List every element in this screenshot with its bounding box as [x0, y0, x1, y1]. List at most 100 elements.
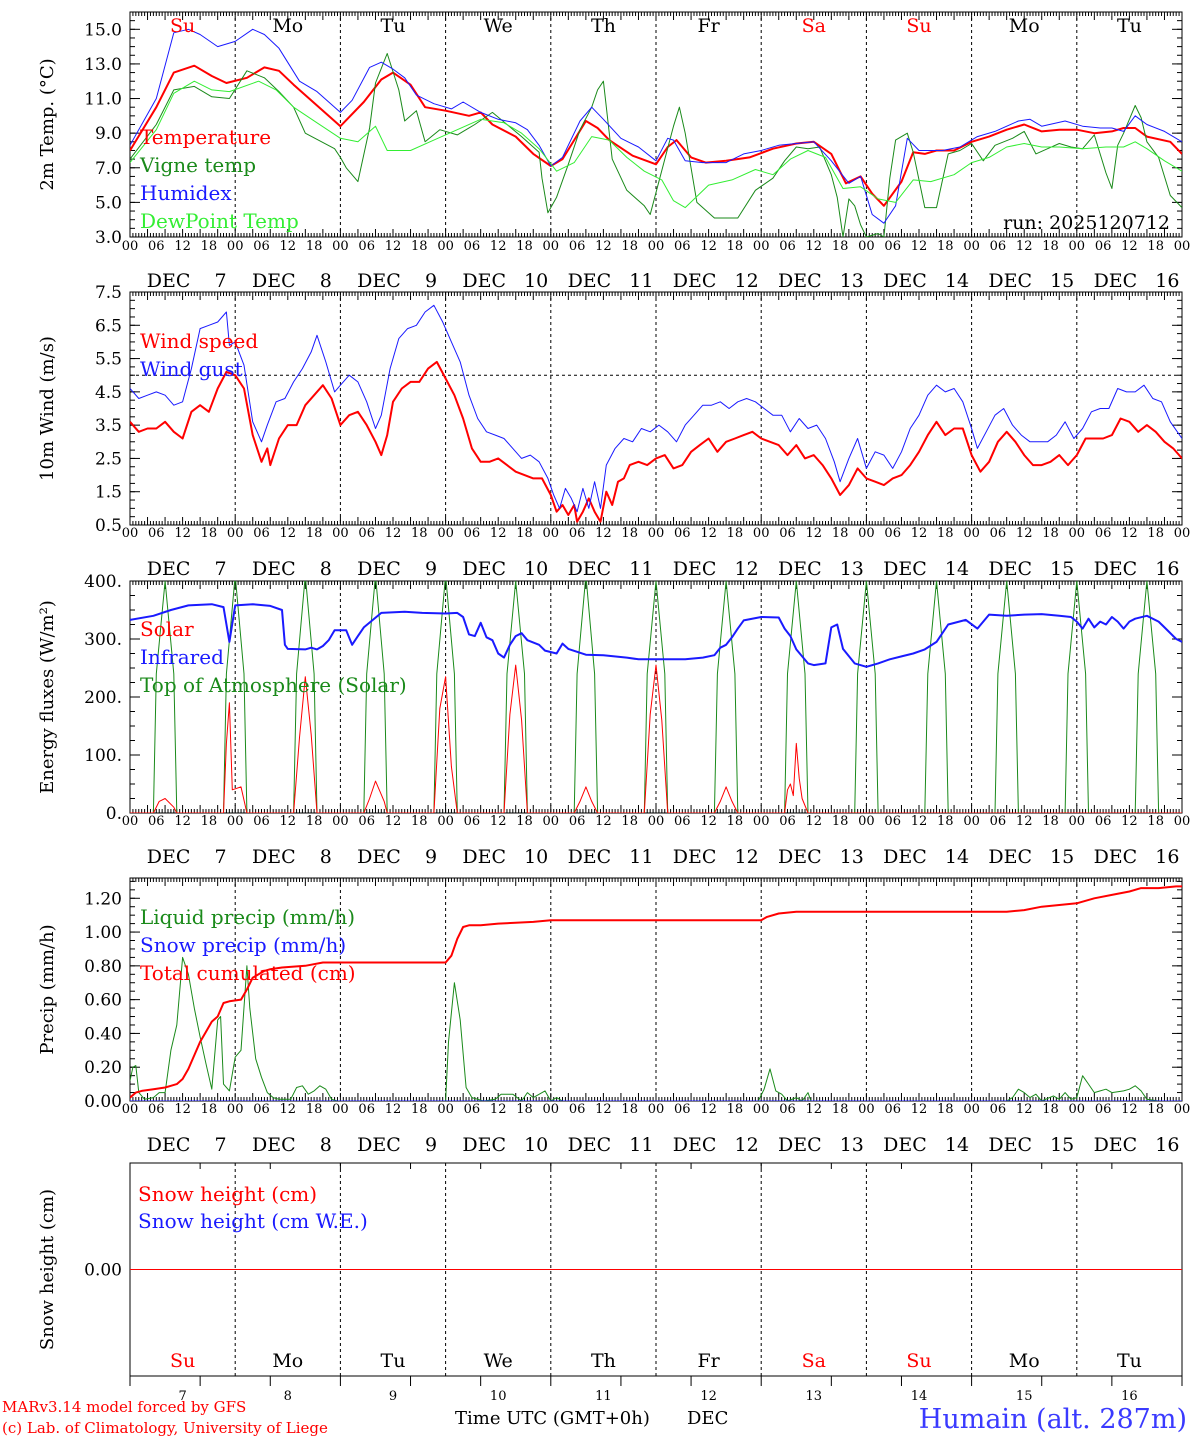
weekday-label: Mo — [1009, 15, 1040, 37]
hour-tick-label: 06 — [779, 814, 796, 829]
hour-tick-label: 00 — [1174, 526, 1191, 541]
hour-tick-label: 00 — [648, 1102, 665, 1117]
precip-legend-item: Snow precip (mm/h) — [140, 933, 346, 957]
date-month-label: DEC — [673, 558, 717, 580]
energy-legend-item: Infrared — [140, 645, 224, 669]
hour-tick-label: 00 — [858, 239, 875, 254]
energy-y-tick-label: 300. — [84, 630, 122, 650]
weekday-label: Su — [906, 1350, 931, 1372]
hour-tick-label: 06 — [148, 1102, 165, 1117]
hour-tick-label: 00 — [227, 526, 244, 541]
date-day-label: 16 — [1155, 558, 1179, 580]
hour-tick-label: 00 — [648, 526, 665, 541]
x-axis-label: Time UTC (GMT+0h) — [455, 1408, 650, 1429]
date-month-label: DEC — [883, 270, 927, 292]
wind-y-tick-label: 1.5 — [95, 483, 122, 503]
hour-tick-label: 12 — [595, 1102, 612, 1117]
temperature-panel: 3.0 5.0 7.0 9.0 11.0 13.0 15.0 2m Temp. (°C) Tem… — [37, 11, 1190, 292]
hour-tick-label: 00 — [1069, 814, 1086, 829]
energy-series-solar — [130, 664, 1182, 813]
hour-tick-label: 00 — [753, 1102, 770, 1117]
hour-tick-label: 12 — [1016, 239, 1033, 254]
x-axis-month: DEC — [687, 1408, 728, 1429]
hour-tick-label: 12 — [595, 526, 612, 541]
date-day-label: 8 — [320, 558, 332, 580]
date-day-number: 10 — [490, 1389, 507, 1404]
hour-tick-label: 12 — [1121, 239, 1138, 254]
temperature-y-tick-label: 5.0 — [95, 193, 122, 213]
hour-tick-label: 06 — [569, 1102, 586, 1117]
date-month-label: DEC — [778, 270, 822, 292]
energy-legend-item: Top of Atmosphere (Solar) — [140, 673, 407, 697]
date-month-label: DEC — [988, 1134, 1032, 1156]
hour-tick-label: 18 — [727, 526, 744, 541]
hour-tick-label: 00 — [858, 1102, 875, 1117]
hour-tick-label: 12 — [174, 239, 191, 254]
hour-tick-label: 18 — [621, 239, 638, 254]
hour-tick-label: 06 — [1095, 1102, 1112, 1117]
energy-y-tick-label: 100. — [84, 746, 122, 766]
date-month-label: DEC — [462, 558, 506, 580]
hour-tick-label: 00 — [227, 814, 244, 829]
date-month-label: DEC — [988, 270, 1032, 292]
date-day-label: 8 — [320, 846, 332, 868]
hour-tick-label: 18 — [411, 526, 428, 541]
date-day-label: 16 — [1155, 270, 1179, 292]
date-day-label: 11 — [629, 558, 653, 580]
temperature-y-tick-label: 11.0 — [84, 90, 122, 110]
hour-tick-label: 06 — [253, 1102, 270, 1117]
hour-tick-label: 00 — [858, 814, 875, 829]
date-month-label: DEC — [673, 270, 717, 292]
snow-y-axis-label: Snow height (cm) — [37, 1189, 58, 1350]
date-day-label: 8 — [320, 1134, 332, 1156]
wind-y-tick-label: 7.5 — [95, 283, 122, 303]
hour-tick-label: 12 — [385, 239, 402, 254]
date-day-label: 12 — [735, 270, 759, 292]
hour-tick-label: 12 — [700, 1102, 717, 1117]
weekday-label: Th — [591, 15, 616, 37]
weekday-label: Fr — [697, 15, 720, 37]
hour-tick-label: 00 — [332, 1102, 349, 1117]
weekday-label: Mo — [272, 1350, 303, 1372]
copyright-credit: (c) Lab. of Climatology, University of L… — [2, 1419, 328, 1437]
date-month-label: DEC — [778, 1134, 822, 1156]
hour-tick-label: 12 — [490, 526, 507, 541]
hour-tick-label: 00 — [122, 526, 139, 541]
hour-tick-label: 00 — [753, 239, 770, 254]
date-month-label: DEC — [988, 558, 1032, 580]
hour-tick-label: 18 — [516, 526, 533, 541]
hour-tick-label: 00 — [437, 814, 454, 829]
weekday-label: We — [484, 1350, 513, 1372]
temperature-series-temperature — [130, 64, 1182, 207]
date-day-label: 9 — [425, 558, 437, 580]
energy-y-tick-label: 400. — [84, 572, 122, 592]
hour-tick-label: 06 — [464, 1102, 481, 1117]
hour-tick-label: 00 — [1069, 526, 1086, 541]
precip-y-tick-label: 1.20 — [84, 889, 122, 909]
date-day-number: 12 — [700, 1389, 717, 1404]
date-month-label: DEC — [568, 558, 612, 580]
date-day-number: 9 — [389, 1389, 397, 1404]
temperature-legend-item: Humidex — [140, 181, 232, 205]
hour-tick-label: 12 — [490, 814, 507, 829]
hour-tick-label: 12 — [490, 239, 507, 254]
precip-y-tick-label: 0.20 — [84, 1058, 122, 1078]
hour-tick-label: 12 — [911, 526, 928, 541]
hour-tick-label: 12 — [174, 814, 191, 829]
hour-tick-label: 18 — [306, 1102, 323, 1117]
date-month-label: DEC — [462, 270, 506, 292]
date-day-label: 14 — [945, 270, 969, 292]
hour-tick-label: 18 — [516, 1102, 533, 1117]
date-day-label: 10 — [524, 846, 548, 868]
hour-tick-label: 18 — [411, 239, 428, 254]
date-month-label: DEC — [673, 846, 717, 868]
hour-tick-label: 18 — [832, 526, 849, 541]
hour-tick-label: 00 — [648, 814, 665, 829]
weekday-label: We — [484, 15, 513, 37]
date-day-label: 16 — [1155, 846, 1179, 868]
hour-tick-label: 12 — [280, 1102, 297, 1117]
date-month-label: DEC — [252, 558, 296, 580]
hour-tick-label: 06 — [884, 1102, 901, 1117]
date-day-label: 13 — [840, 558, 864, 580]
